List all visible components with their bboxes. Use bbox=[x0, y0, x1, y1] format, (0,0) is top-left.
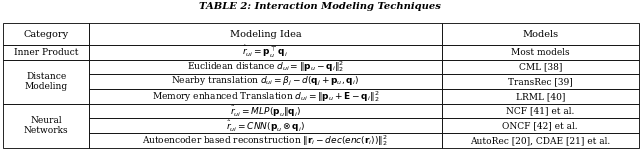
Text: CML [38]: CML [38] bbox=[518, 63, 562, 72]
Bar bbox=[3, 104, 89, 148]
Text: Modeling Idea: Modeling Idea bbox=[230, 30, 301, 39]
Bar bbox=[442, 118, 639, 133]
Bar bbox=[442, 60, 639, 74]
Text: Euclidean distance $d_{ui} = \|\mathbf{p}_u - \mathbf{q}_i\|_2^2$: Euclidean distance $d_{ui} = \|\mathbf{p… bbox=[187, 60, 344, 75]
Bar bbox=[89, 45, 442, 60]
Text: TABLE 2: Interaction Modeling Techniques: TABLE 2: Interaction Modeling Techniques bbox=[199, 2, 441, 11]
Bar bbox=[89, 104, 442, 118]
Bar bbox=[442, 133, 639, 148]
Text: Distance
Modeling: Distance Modeling bbox=[24, 72, 68, 91]
Bar bbox=[89, 89, 442, 104]
Text: Neural
Networks: Neural Networks bbox=[24, 116, 68, 135]
Text: Nearby translation $d_{ui} = \beta_j - d(\mathbf{q}_j + \mathbf{p}_u, \mathbf{q}: Nearby translation $d_{ui} = \beta_j - d… bbox=[172, 75, 360, 88]
Text: Memory enhanced Translation $d_{ui} = \|\mathbf{p}_u + \mathbf{E} - \mathbf{q}_i: Memory enhanced Translation $d_{ui} = \|… bbox=[152, 89, 379, 104]
Bar bbox=[89, 74, 442, 89]
Text: AutoRec [20], CDAE [21] et al.: AutoRec [20], CDAE [21] et al. bbox=[470, 136, 611, 145]
Text: TransRec [39]: TransRec [39] bbox=[508, 77, 573, 86]
Text: Autoencoder based reconstruction $\|\mathbf{r}_i - dec(enc(\mathbf{r}_i))\|_2^2$: Autoencoder based reconstruction $\|\mat… bbox=[143, 133, 388, 148]
Bar bbox=[89, 118, 442, 133]
Bar bbox=[89, 133, 442, 148]
Text: $\hat{r}_{ui} = \mathbf{p}_u^\top \mathbf{q}_i$: $\hat{r}_{ui} = \mathbf{p}_u^\top \mathb… bbox=[243, 44, 288, 60]
Text: Inner Product: Inner Product bbox=[14, 48, 78, 57]
Bar bbox=[442, 104, 639, 118]
Text: Category: Category bbox=[24, 30, 68, 39]
Text: $\hat{r}_{ui} = MLP(\mathbf{p}_u\|\mathbf{q}_i)$: $\hat{r}_{ui} = MLP(\mathbf{p}_u\|\mathb… bbox=[230, 103, 301, 119]
Text: NCF [41] et al.: NCF [41] et al. bbox=[506, 106, 575, 116]
Bar bbox=[89, 60, 442, 74]
Bar bbox=[442, 89, 639, 104]
Bar bbox=[3, 45, 89, 60]
Text: Models: Models bbox=[522, 30, 558, 39]
Bar bbox=[3, 23, 89, 45]
Bar bbox=[442, 45, 639, 60]
Bar bbox=[89, 23, 442, 45]
Bar bbox=[3, 60, 89, 104]
Text: LRML [40]: LRML [40] bbox=[516, 92, 565, 101]
Text: Most models: Most models bbox=[511, 48, 570, 57]
Text: ONCF [42] et al.: ONCF [42] et al. bbox=[502, 121, 578, 130]
Text: $\hat{r}_{ui} = CNN(\mathbf{p}_u \otimes \mathbf{q}_i)$: $\hat{r}_{ui} = CNN(\mathbf{p}_u \otimes… bbox=[226, 118, 305, 134]
Bar bbox=[442, 74, 639, 89]
Bar bbox=[442, 23, 639, 45]
